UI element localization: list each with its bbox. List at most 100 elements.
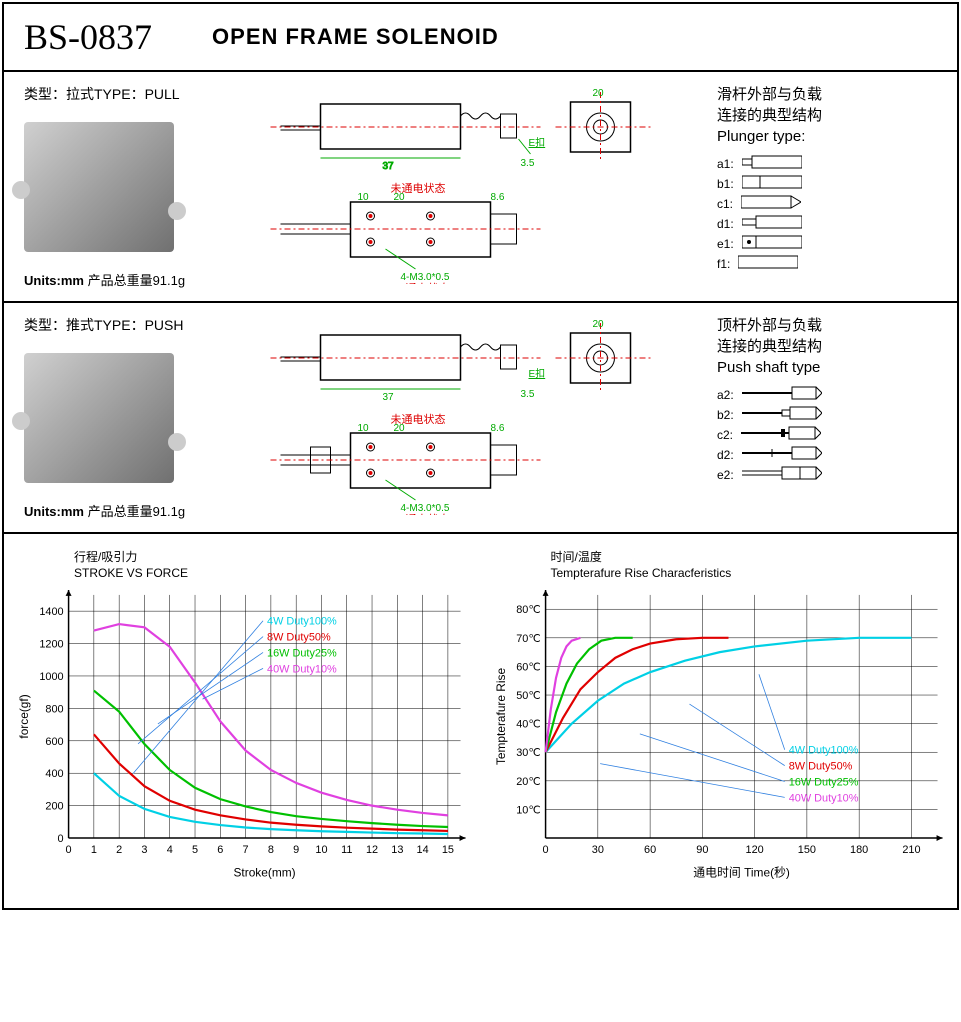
push-svg: 37 3.5 E扣 20 未通电状态 10 (244, 315, 697, 515)
dim-10: 10 (358, 192, 370, 203)
chart1-svg: 0200400600800100012001400012345678910111… (14, 585, 470, 883)
pull-weight: 产品总重量91.1g (88, 273, 186, 288)
svg-text:Tempterafure Rise: Tempterafure Rise (493, 668, 507, 766)
plunger-row: e2: (717, 466, 937, 483)
dim-hole-b: 4-M3.0*0.5 (401, 503, 450, 514)
plunger-icon (742, 386, 822, 403)
plunger-row: a2: (717, 386, 937, 403)
svg-text:60℃: 60℃ (516, 662, 540, 674)
charts-row: 行程/吸引力 STROKE VS FORCE 02004006008001000… (4, 534, 957, 908)
push-weight: 产品总重量91.1g (88, 504, 186, 519)
chart2-title: 时间/温度 Tempterafure Rise Characferistics (551, 550, 948, 581)
push-type-cn: 类型：推式 (24, 317, 94, 333)
push-type-en: TYPE：PUSH (94, 317, 183, 333)
svg-text:Stroke(mm): Stroke(mm) (234, 866, 296, 880)
svg-text:10℃: 10℃ (516, 805, 540, 817)
pull-photo (24, 122, 174, 252)
svg-text:0: 0 (58, 833, 64, 845)
svg-text:30: 30 (591, 844, 603, 856)
svg-text:5: 5 (192, 844, 198, 856)
svg-text:2: 2 (116, 844, 122, 856)
dim-37b: 37 (383, 392, 395, 403)
plunger-label: f1: (717, 257, 730, 271)
svg-text:1: 1 (91, 844, 97, 856)
svg-text:8: 8 (268, 844, 274, 856)
stroke-force-chart: 行程/吸引力 STROKE VS FORCE 02004006008001000… (14, 550, 471, 888)
dim-20b: 20 (394, 423, 406, 434)
plunger-row: c1: (717, 195, 937, 212)
svg-text:0: 0 (66, 844, 72, 856)
plunger-label: c2: (717, 428, 733, 442)
svg-text:200: 200 (45, 801, 63, 813)
svg-text:15: 15 (442, 844, 454, 856)
psh-cn2: 连接的典型结构 (717, 336, 937, 357)
pull-type-cn: 类型：拉式 (24, 86, 94, 102)
c1-cn: 行程/吸引力 (74, 550, 471, 566)
e-ring: E扣 (529, 136, 546, 149)
pull-type-label: 类型：拉式TYPE：PULL (24, 84, 224, 104)
datasheet: BS-0837 OPEN FRAME SOLENOID 类型：拉式TYPE：PU… (2, 2, 959, 910)
product-title: OPEN FRAME SOLENOID (212, 24, 499, 50)
plunger-label: d1: (717, 217, 734, 231)
svg-text:60: 60 (644, 844, 656, 856)
pull-units-prefix: Units:mm (24, 273, 84, 288)
plunger-row: d1: (717, 215, 937, 232)
plunger-icon (742, 235, 802, 252)
pull-units: Units:mm 产品总重量91.1g (24, 270, 224, 289)
svg-text:7: 7 (243, 844, 249, 856)
pull-section: 类型：拉式TYPE：PULL Units:mm 产品总重量91.1g (4, 72, 957, 303)
svg-text:70℃: 70℃ (516, 633, 540, 645)
svg-text:force(gf): force(gf) (17, 695, 31, 739)
svg-text:9: 9 (293, 844, 299, 856)
dim-hole: 4-M3.0*0.5 (401, 272, 450, 283)
plunger-label: a1: (717, 157, 734, 171)
svg-text:通电时间 Time(秒): 通电时间 Time(秒) (693, 866, 790, 880)
svg-text:1400: 1400 (39, 606, 63, 618)
header: BS-0837 OPEN FRAME SOLENOID (4, 4, 957, 72)
svg-text:90: 90 (696, 844, 708, 856)
plunger-icon (742, 406, 822, 423)
push-units-prefix: Units:mm (24, 504, 84, 519)
plunger-label: b1: (717, 177, 734, 191)
c1-en: STROKE VS FORCE (74, 566, 471, 582)
temp-rise-chart: 时间/温度 Tempterafure Rise Characferistics … (491, 550, 948, 888)
plunger-icon (741, 195, 801, 212)
plunger-icon (742, 155, 802, 172)
pull-plunger-types: 滑杆外部与负载 连接的典型结构 Plunger type: a1: b1: c1: d… (717, 84, 937, 289)
push-units: Units:mm 产品总重量91.1g (24, 501, 224, 520)
plunger-label: c1: (717, 197, 733, 211)
svg-text:30℃: 30℃ (516, 747, 540, 759)
plunger-row: b2: (717, 406, 937, 423)
svg-text:800: 800 (45, 704, 63, 716)
c2-en: Tempterafure Rise Characferistics (551, 566, 948, 582)
push-left: 类型：推式TYPE：PUSH Units:mm 产品总重量91.1g (24, 315, 224, 520)
svg-text:0: 0 (542, 844, 548, 856)
legend-item: 8W Duty50% (788, 761, 852, 773)
plunger-row: d2: (717, 446, 937, 463)
push-section: 类型：推式TYPE：PUSH Units:mm 产品总重量91.1g 37 3.… (4, 303, 957, 534)
pull-left: 类型：拉式TYPE：PULL Units:mm 产品总重量91.1g (24, 84, 224, 289)
legend-item: 4W Duty100% (267, 616, 337, 628)
dim-8p6: 8.6 (491, 192, 505, 203)
svg-text:14: 14 (417, 844, 429, 856)
svg-text:400: 400 (45, 768, 63, 780)
svg-text:11: 11 (341, 844, 352, 856)
plunger-label: e1: (717, 237, 734, 251)
push-header: 顶杆外部与负载 连接的典型结构 Push shaft type (717, 315, 937, 378)
legend-item: 16W Duty25% (267, 648, 337, 660)
dim-8p6b: 8.6 (491, 423, 505, 434)
pt-cn2: 连接的典型结构 (717, 105, 937, 126)
svg-text:13: 13 (391, 844, 403, 856)
svg-text:80℃: 80℃ (516, 604, 540, 616)
legend-item: 16W Duty25% (788, 777, 858, 789)
svg-text:3: 3 (141, 844, 147, 856)
psh-en: Push shaft type (717, 357, 937, 378)
plunger-header: 滑杆外部与负载 连接的典型结构 Plunger type: (717, 84, 937, 147)
pt-cn1: 滑杆外部与负载 (717, 84, 937, 105)
svg-text:150: 150 (797, 844, 815, 856)
dim-3p5: 3.5 (521, 158, 535, 169)
plunger-icon (742, 446, 822, 463)
plunger-icon (742, 175, 802, 192)
plunger-icon (742, 466, 822, 483)
plunger-row: e1: (717, 235, 937, 252)
